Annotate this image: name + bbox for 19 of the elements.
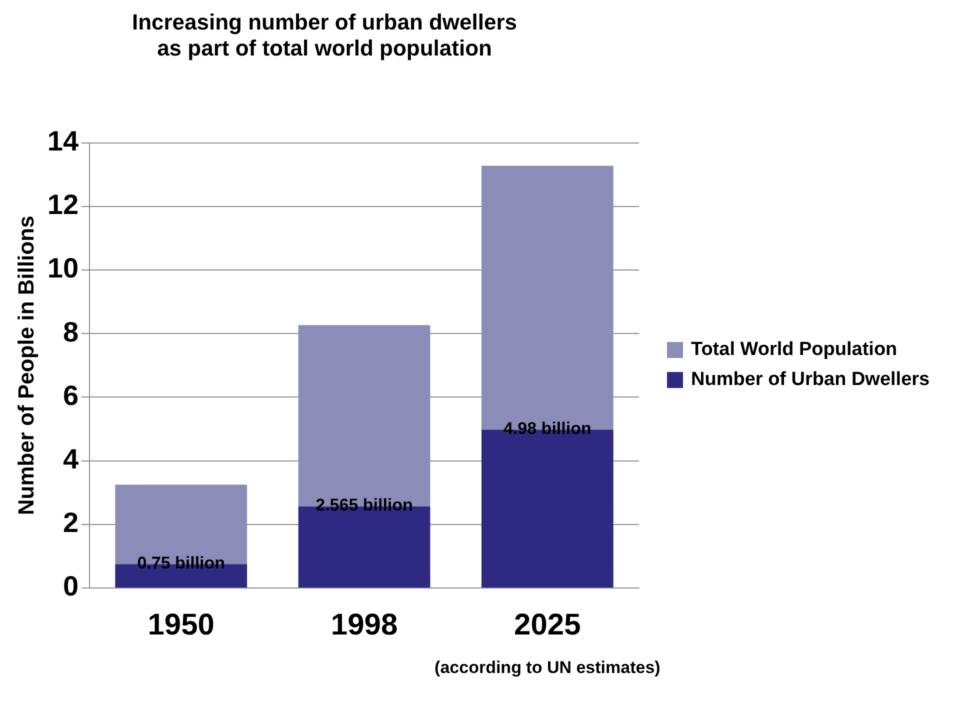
- x-tick-label: 1998: [330, 608, 398, 642]
- y-tick-label: 0: [62, 570, 79, 602]
- y-tick-label: 12: [47, 189, 79, 220]
- text: (according to UN estimates): [434, 658, 660, 678]
- data-label: 2.565 billion: [316, 496, 413, 515]
- y-tick-label: 8: [62, 316, 79, 348]
- y-tick-label: 4: [62, 444, 79, 475]
- y-tick-label: 10: [47, 252, 79, 284]
- data-label: 4.98 billion: [503, 418, 592, 438]
- y-tick-label: 14: [47, 126, 79, 157]
- legend-label: Number of Urban Dwellers: [691, 369, 930, 392]
- y-tick-label: 2: [62, 507, 79, 538]
- x-tick-label: 1950: [148, 608, 214, 642]
- legend-label: Total World Population: [691, 339, 898, 362]
- y-tick-label: 6: [62, 380, 79, 411]
- chart-title: Increasing number of urban dwellers as part of total world population: [132, 9, 518, 61]
- x-tick-label: 2025: [514, 608, 581, 642]
- data-label: 0.75 billion: [137, 553, 226, 572]
- y-axis-title: Number of People in Billions: [13, 216, 38, 516]
